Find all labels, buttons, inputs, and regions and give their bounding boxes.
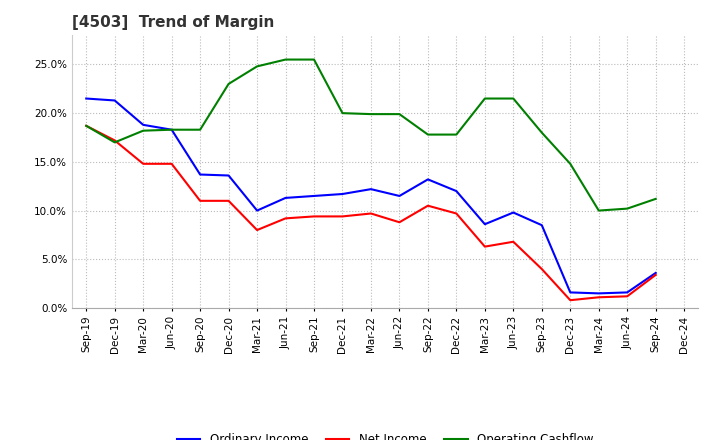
Net Income xyxy=(623,293,631,299)
Net Income xyxy=(652,272,660,278)
Operating Cashflow xyxy=(225,81,233,87)
Net Income xyxy=(537,266,546,271)
Net Income xyxy=(338,214,347,219)
Net Income xyxy=(366,211,375,216)
Net Income xyxy=(423,203,432,209)
Operating Cashflow xyxy=(253,64,261,69)
Ordinary Income xyxy=(509,210,518,215)
Ordinary Income xyxy=(225,173,233,178)
Net Income xyxy=(566,297,575,303)
Operating Cashflow xyxy=(537,130,546,135)
Ordinary Income xyxy=(423,177,432,182)
Ordinary Income xyxy=(366,187,375,192)
Operating Cashflow xyxy=(139,128,148,133)
Ordinary Income xyxy=(623,290,631,295)
Ordinary Income xyxy=(110,98,119,103)
Ordinary Income xyxy=(338,191,347,197)
Operating Cashflow xyxy=(196,127,204,132)
Net Income xyxy=(395,220,404,225)
Operating Cashflow xyxy=(566,161,575,166)
Ordinary Income xyxy=(452,188,461,194)
Net Income xyxy=(82,123,91,128)
Line: Ordinary Income: Ordinary Income xyxy=(86,99,656,293)
Ordinary Income xyxy=(310,193,318,198)
Operating Cashflow xyxy=(509,96,518,101)
Operating Cashflow xyxy=(82,123,91,128)
Operating Cashflow xyxy=(282,57,290,62)
Ordinary Income xyxy=(82,96,91,101)
Ordinary Income xyxy=(480,222,489,227)
Net Income xyxy=(167,161,176,166)
Operating Cashflow xyxy=(595,208,603,213)
Net Income xyxy=(509,239,518,244)
Net Income xyxy=(480,244,489,249)
Ordinary Income xyxy=(253,208,261,213)
Ordinary Income xyxy=(282,195,290,201)
Net Income xyxy=(595,295,603,300)
Ordinary Income xyxy=(595,291,603,296)
Operating Cashflow xyxy=(423,132,432,137)
Net Income xyxy=(282,216,290,221)
Line: Net Income: Net Income xyxy=(86,126,656,300)
Operating Cashflow xyxy=(310,57,318,62)
Ordinary Income xyxy=(652,270,660,275)
Net Income xyxy=(110,138,119,143)
Operating Cashflow xyxy=(452,132,461,137)
Text: [4503]  Trend of Margin: [4503] Trend of Margin xyxy=(72,15,274,30)
Operating Cashflow xyxy=(338,110,347,116)
Ordinary Income xyxy=(196,172,204,177)
Operating Cashflow xyxy=(366,111,375,117)
Operating Cashflow xyxy=(110,140,119,145)
Ordinary Income xyxy=(395,193,404,198)
Net Income xyxy=(452,211,461,216)
Operating Cashflow xyxy=(167,127,176,132)
Ordinary Income xyxy=(537,223,546,228)
Operating Cashflow xyxy=(623,206,631,211)
Net Income xyxy=(139,161,148,166)
Line: Operating Cashflow: Operating Cashflow xyxy=(86,59,656,211)
Net Income xyxy=(196,198,204,203)
Ordinary Income xyxy=(167,127,176,132)
Ordinary Income xyxy=(566,290,575,295)
Net Income xyxy=(310,214,318,219)
Operating Cashflow xyxy=(652,196,660,202)
Legend: Ordinary Income, Net Income, Operating Cashflow: Ordinary Income, Net Income, Operating C… xyxy=(172,429,598,440)
Operating Cashflow xyxy=(395,111,404,117)
Operating Cashflow xyxy=(480,96,489,101)
Net Income xyxy=(225,198,233,203)
Net Income xyxy=(253,227,261,233)
Ordinary Income xyxy=(139,122,148,128)
